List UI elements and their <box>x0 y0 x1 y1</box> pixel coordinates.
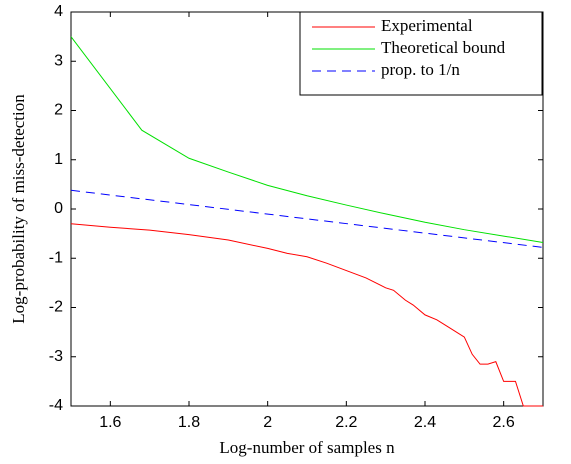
x-tick-label: 1.8 <box>178 414 200 431</box>
legend-label: prop. to 1/n <box>381 60 460 79</box>
series-line <box>71 36 543 243</box>
series-line <box>71 189 543 248</box>
y-tick-label: 4 <box>54 3 63 20</box>
x-tick-label: 2.2 <box>335 414 357 431</box>
x-axis-label: Log-number of samples n <box>219 438 395 457</box>
y-tick-label: -4 <box>49 397 63 414</box>
y-tick-label: -2 <box>49 299 63 316</box>
x-tick-label: 2.6 <box>493 414 515 431</box>
legend-label: Theoretical bound <box>381 38 506 57</box>
y-axis-label: Log-probability of miss-detection <box>9 94 28 324</box>
legend-label: Experimental <box>381 16 473 35</box>
y-tick-label: 1 <box>54 151 63 168</box>
y-tick-label: 0 <box>54 200 63 217</box>
y-tick-label: -3 <box>49 348 63 365</box>
x-tick-label: 2.4 <box>414 414 436 431</box>
legend-box <box>299 11 543 96</box>
x-tick-label: 1.6 <box>99 414 121 431</box>
series-line <box>71 223 543 407</box>
y-tick-label: 2 <box>54 102 63 119</box>
y-tick-label: 3 <box>54 52 63 69</box>
y-tick-label: -1 <box>49 249 63 266</box>
x-tick-label: 2 <box>263 414 272 431</box>
